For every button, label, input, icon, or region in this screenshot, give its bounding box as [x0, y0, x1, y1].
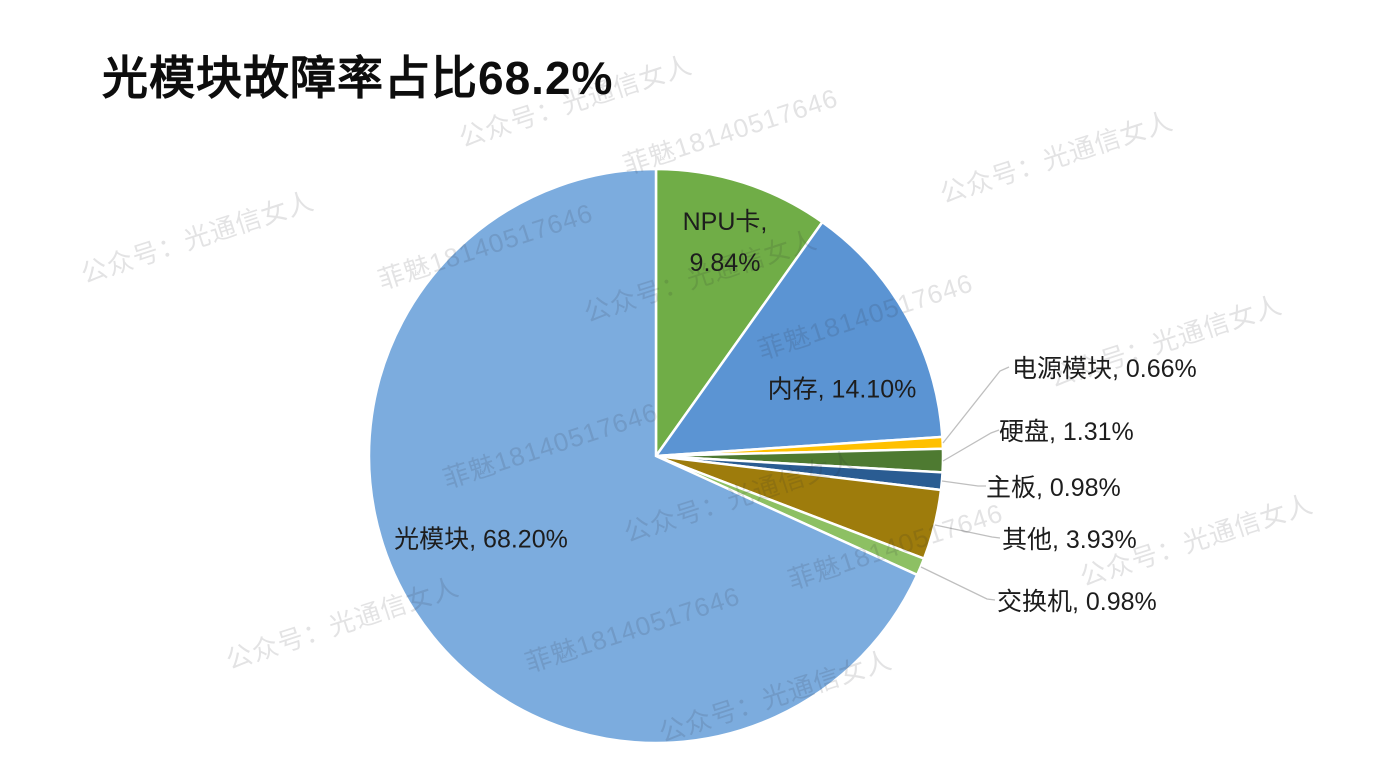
chart-title: 光模块故障率占比68.2% — [102, 52, 614, 104]
leader-line-交换机 — [920, 566, 996, 601]
pie-slice-光模块[interactable] — [367, 167, 919, 745]
leader-line-硬盘 — [942, 429, 1000, 462]
pie-slice-NPU卡[interactable] — [654, 167, 825, 460]
leader-line-电源模块 — [942, 366, 1010, 444]
leader-line-主板 — [941, 480, 986, 487]
pie-slice-内存[interactable] — [653, 220, 944, 458]
leader-line-其他 — [934, 524, 1001, 539]
